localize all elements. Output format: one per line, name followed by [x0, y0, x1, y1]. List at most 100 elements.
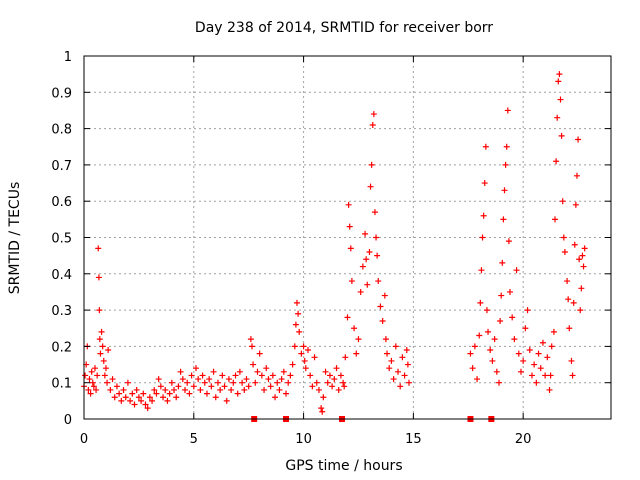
data-point	[129, 390, 136, 397]
data-point	[135, 394, 142, 401]
data-point	[208, 383, 215, 390]
data-point	[382, 336, 389, 343]
data-point	[535, 350, 542, 357]
data-point	[239, 379, 246, 386]
y-tick-label: 0.4	[51, 268, 72, 283]
data-point	[309, 383, 316, 390]
data-point	[261, 386, 268, 393]
data-point	[171, 386, 178, 393]
data-point	[265, 376, 272, 383]
data-point	[234, 390, 241, 397]
data-point	[82, 372, 89, 379]
data-point	[392, 343, 399, 350]
data-point	[90, 383, 97, 390]
data-point	[267, 383, 274, 390]
data-point	[491, 336, 498, 343]
data-point	[142, 401, 149, 408]
data-point	[179, 376, 186, 383]
y-tick-label: 0.8	[51, 123, 72, 138]
data-point	[505, 238, 512, 245]
data-point	[500, 216, 507, 223]
data-point	[188, 372, 195, 379]
data-point	[87, 390, 94, 397]
data-point	[552, 216, 559, 223]
data-point	[291, 343, 298, 350]
data-point	[94, 372, 101, 379]
data-point	[243, 376, 250, 383]
data-point	[347, 245, 354, 252]
data-point	[201, 379, 208, 386]
data-point	[247, 336, 254, 343]
data-point	[256, 350, 263, 357]
x-tick-label: 0	[80, 432, 88, 447]
data-point	[293, 299, 300, 306]
data-point	[250, 361, 257, 368]
y-tick-label: 0.1	[51, 377, 72, 392]
data-point	[373, 234, 380, 241]
data-point	[278, 376, 285, 383]
data-point	[375, 278, 382, 285]
data-point	[496, 379, 503, 386]
data-point	[359, 263, 366, 270]
data-point	[404, 361, 411, 368]
data-point	[285, 379, 292, 386]
data-point	[344, 314, 351, 321]
data-point	[276, 386, 283, 393]
data-point	[311, 354, 318, 361]
data-point	[379, 317, 386, 324]
data-point	[381, 292, 388, 299]
x-tick-label: 5	[190, 432, 198, 447]
data-point	[184, 379, 191, 386]
data-point	[572, 201, 579, 208]
data-point	[241, 386, 248, 393]
data-point	[560, 234, 567, 241]
data-point	[219, 372, 226, 379]
data-point	[554, 114, 561, 121]
data-point	[223, 397, 230, 404]
data-point	[232, 372, 239, 379]
data-point	[287, 372, 294, 379]
data-point	[138, 397, 145, 404]
data-point	[493, 368, 500, 375]
data-point	[97, 350, 104, 357]
data-point	[236, 368, 243, 375]
data-point	[467, 350, 474, 357]
data-point	[401, 372, 408, 379]
x-tick-labels: 0 5 10 15 20	[80, 432, 532, 447]
data-point	[405, 379, 412, 386]
data-point	[345, 201, 352, 208]
data-point	[348, 278, 355, 285]
data-point	[397, 383, 404, 390]
data-point	[192, 365, 199, 372]
data-point	[566, 325, 573, 332]
data-point	[91, 365, 98, 372]
data-point	[509, 314, 516, 321]
data-point	[319, 408, 326, 415]
data-point	[485, 328, 492, 335]
data-point	[517, 368, 524, 375]
data-point	[403, 347, 410, 354]
data-point	[480, 212, 487, 219]
data-point	[89, 379, 96, 386]
data-point	[528, 372, 535, 379]
data-point	[581, 245, 588, 252]
data-point	[99, 343, 106, 350]
data-point	[96, 307, 103, 314]
data-point	[357, 288, 364, 295]
data-point	[371, 209, 378, 216]
data-point	[355, 336, 362, 343]
data-point	[151, 386, 158, 393]
data-point	[245, 383, 252, 390]
data-point	[269, 372, 276, 379]
data-point	[96, 336, 103, 343]
data-point	[333, 365, 340, 372]
data-point	[300, 343, 307, 350]
data-point	[481, 180, 488, 187]
data-point	[228, 386, 235, 393]
data-point	[546, 386, 553, 393]
data-point	[206, 376, 213, 383]
data-point	[324, 379, 331, 386]
data-point	[295, 310, 302, 317]
data-point	[362, 230, 369, 237]
